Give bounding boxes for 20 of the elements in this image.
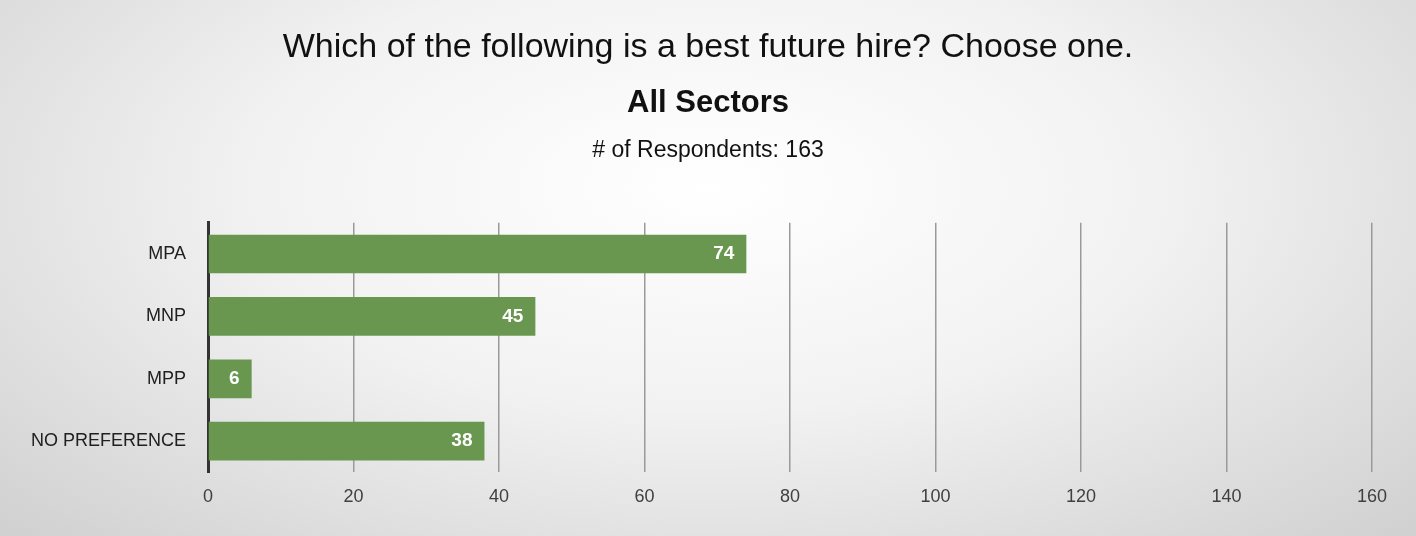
data-label: 45 (502, 304, 524, 326)
x-tick-label: 0 (202, 486, 214, 507)
x-tick-label: 160 (1356, 486, 1388, 507)
y-tick-label: NO PREFERENCE (30, 430, 186, 451)
data-label: 74 (713, 242, 735, 264)
x-tick-label: 100 (920, 486, 951, 507)
x-tick-label: 140 (1211, 486, 1242, 507)
text: # of Respondents: 163 (591, 136, 825, 163)
y-tick-label: MPP (146, 367, 186, 388)
y-tick-label: MNP (146, 305, 186, 326)
x-tick-label: 20 (343, 486, 364, 507)
data-label: 38 (451, 429, 473, 451)
chart-title: Which of the following is a best future hire? Choose one. (281, 26, 1135, 65)
x-tick-label: 40 (488, 486, 510, 507)
x-tick-label: 80 (779, 486, 801, 507)
data-label: 6 (229, 367, 240, 389)
chart-subtitle: All Sectors (626, 84, 790, 120)
y-tick-label: MPA (148, 242, 186, 263)
x-tick-label: 120 (1065, 486, 1097, 507)
x-tick-label: 60 (634, 486, 655, 507)
